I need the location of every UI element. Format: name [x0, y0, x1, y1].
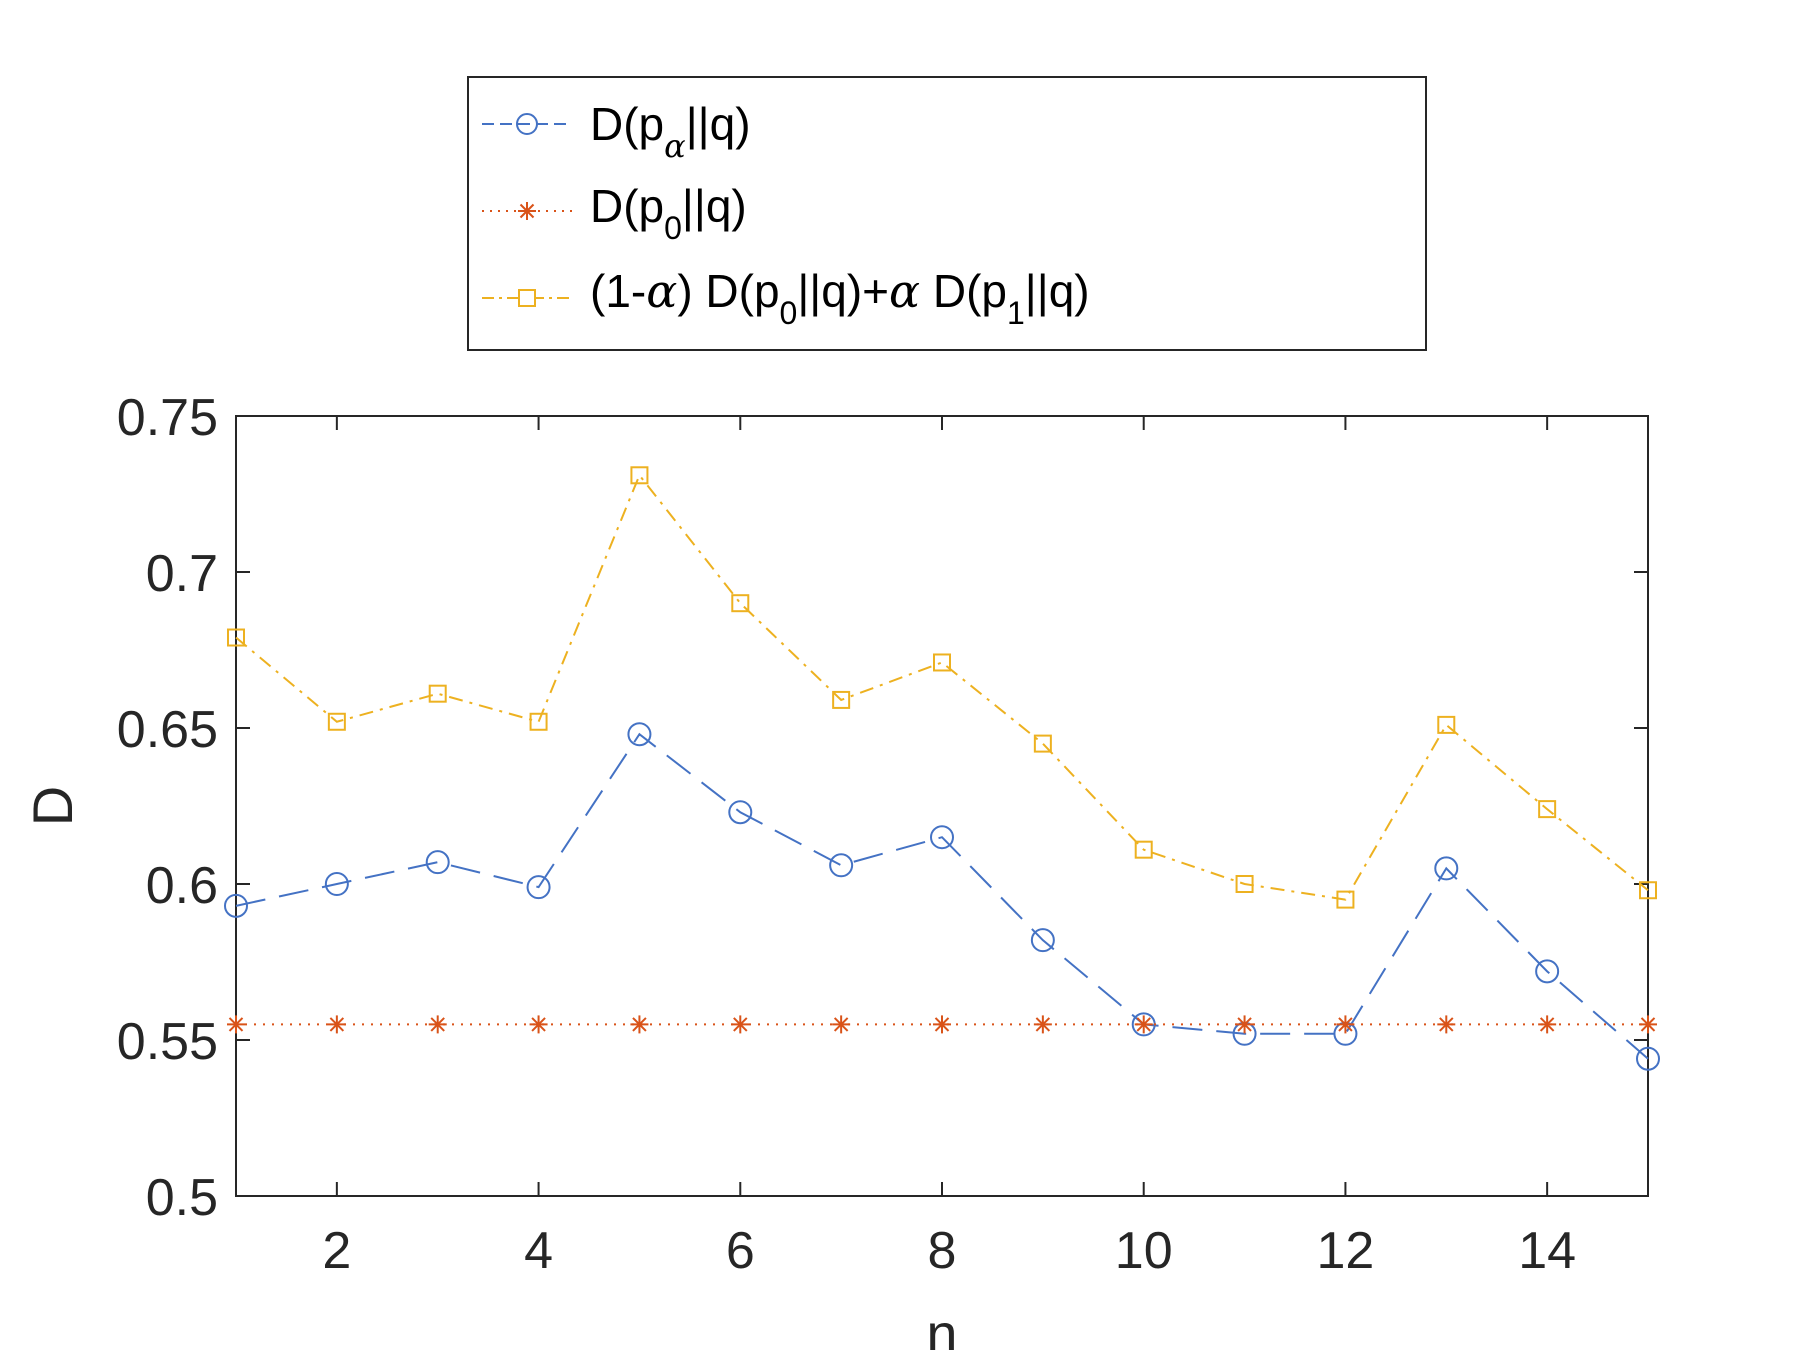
data-point: [1235, 1015, 1254, 1034]
x-axis-label: n: [926, 1302, 957, 1350]
y-tick-label: 0.75: [117, 389, 218, 447]
data-point: [1636, 1046, 1660, 1071]
data-point: [1033, 1015, 1052, 1034]
tick-labels: 2 4 6 8 10 12 14 0.5 0.55 0.6 0.65 0.7 0.75: [117, 389, 1576, 1280]
legend-marker-asterisk-icon: [518, 202, 536, 220]
data-point: [731, 1015, 750, 1034]
data-point: [1538, 1015, 1557, 1034]
data-point: [930, 825, 954, 850]
y-tick-label: 0.7: [146, 545, 218, 603]
data-point: [1030, 928, 1055, 953]
data-point: [1134, 840, 1153, 859]
y-axis-label: D: [21, 786, 84, 826]
data-point: [1336, 890, 1355, 909]
data-point: [1033, 734, 1052, 753]
data-point: [526, 875, 551, 900]
data-point: [832, 1015, 851, 1034]
x-tick-label: 8: [928, 1222, 957, 1280]
data-point: [428, 1015, 447, 1034]
data-point: [630, 1015, 649, 1034]
legend-entry-series-2: D(p0||q): [482, 180, 747, 246]
x-tick-label: 14: [1518, 1222, 1576, 1280]
data-point: [1437, 1015, 1456, 1034]
series-3: [227, 466, 1657, 909]
data-point: [327, 712, 346, 731]
data-point: [728, 800, 753, 825]
legend-label-series-3: (1-α) D(p0||q)+α D(p1||q): [590, 264, 1090, 331]
data-point: [1336, 1015, 1355, 1034]
data-point: [324, 872, 349, 896]
series-1: [224, 722, 1660, 1071]
data-point: [1235, 875, 1254, 893]
series-3-line: [235, 473, 1649, 901]
data-point: [829, 853, 854, 878]
data-point: [731, 594, 750, 613]
data-point: [327, 1015, 346, 1034]
data-point: [1437, 715, 1456, 734]
legend-label-series-2: D(p0||q): [590, 180, 747, 246]
series-layer: [224, 466, 1660, 1071]
data-point: [224, 893, 248, 918]
data-point: [1535, 959, 1560, 984]
data-point: [1134, 1015, 1153, 1034]
series-1-line: [235, 732, 1649, 1060]
data-point: [1639, 1015, 1657, 1034]
legend-entry-series-1: D(pα||q): [482, 98, 751, 165]
plot-area-frame: [235, 415, 1649, 1197]
x-tick-label: 12: [1317, 1222, 1375, 1280]
data-point: [227, 1015, 245, 1034]
legend-label-series-1: D(pα||q): [590, 98, 751, 165]
x-tick-label: 6: [726, 1222, 755, 1280]
x-tick-label: 10: [1115, 1222, 1173, 1280]
y-tick-label: 0.6: [146, 857, 218, 915]
data-point: [227, 628, 245, 647]
legend-marker-circle-icon: [516, 113, 538, 135]
legend-marker-square-icon: [518, 289, 536, 307]
data-point: [627, 722, 652, 747]
series-2: [227, 1015, 1657, 1034]
legend: D(pα||q) D(p0||q) (1-α) D(p0||q)+α D(p1|…: [467, 76, 1427, 351]
axis-ticks: [236, 415, 1648, 1197]
data-point: [529, 1015, 548, 1034]
data-point: [933, 653, 951, 672]
x-tick-label: 4: [524, 1222, 553, 1280]
y-tick-label: 0.5: [146, 1169, 218, 1227]
y-tick-label: 0.65: [117, 701, 218, 759]
data-point: [425, 850, 450, 875]
x-tick-label: 2: [322, 1222, 351, 1280]
y-tick-label: 0.55: [117, 1013, 218, 1071]
legend-entry-series-3: (1-α) D(p0||q)+α D(p1||q): [482, 264, 1090, 331]
data-point: [1639, 881, 1657, 900]
data-point: [1434, 856, 1459, 881]
data-point: [630, 466, 649, 485]
legend-box: [467, 76, 1427, 351]
data-point: [529, 712, 548, 731]
data-point: [428, 684, 447, 703]
data-point: [933, 1015, 951, 1034]
data-point: [1538, 800, 1557, 819]
data-point: [832, 690, 851, 709]
